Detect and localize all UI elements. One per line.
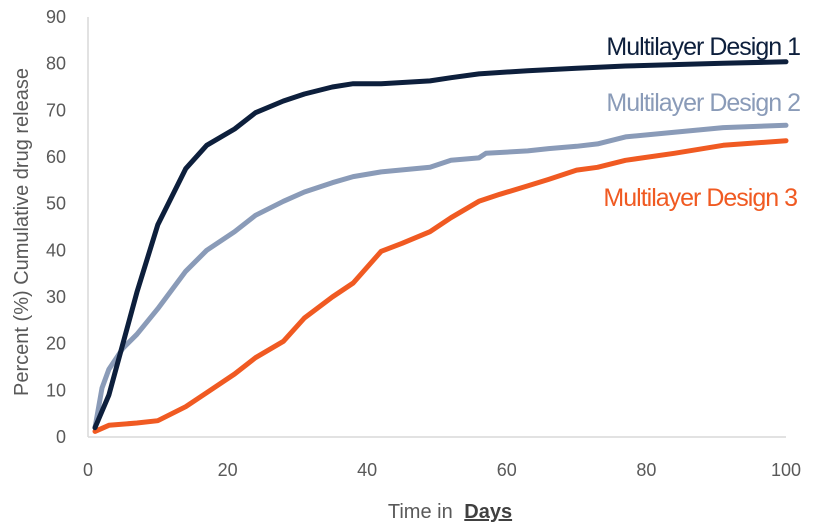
y-tick-label: 30 <box>46 287 66 307</box>
series-lines <box>92 59 789 434</box>
y-tick-label: 0 <box>56 427 66 447</box>
y-tick-label: 10 <box>46 380 66 400</box>
y-tick-label: 80 <box>46 54 66 74</box>
x-axis-title-emphasis: Days <box>464 501 512 523</box>
axes <box>87 17 786 438</box>
series-line-design-2 <box>92 122 789 431</box>
y-tick-label: 20 <box>46 334 66 354</box>
x-tick-label: 0 <box>83 460 93 480</box>
series-label-design-1: Multilayer Design 1 <box>606 33 800 61</box>
y-tick-labels: 0 10 20 30 40 50 60 70 80 90 <box>46 7 66 447</box>
y-tick-label: 70 <box>46 100 66 120</box>
series-line-design-3 <box>92 138 789 434</box>
series-label-design-3: Multilayer Design 3 <box>603 184 797 212</box>
y-tick-label: 60 <box>46 147 66 167</box>
x-tick-label: 80 <box>636 460 656 480</box>
x-tick-label: 40 <box>357 460 377 480</box>
x-axis-title: Time in Days <box>388 501 512 523</box>
x-tick-label: 60 <box>497 460 517 480</box>
x-tick-label: 20 <box>218 460 238 480</box>
x-axis-title-prefix: Time in <box>388 501 453 523</box>
series-line-design-1 <box>92 59 789 431</box>
y-tick-label: 40 <box>46 240 66 260</box>
y-tick-label: 90 <box>46 7 66 27</box>
series-labels: Multilayer Design 1 Multilayer Design 2 Mu… <box>603 33 801 212</box>
y-tick-label: 50 <box>46 194 66 214</box>
series-label-design-2: Multilayer Design 2 <box>606 89 800 117</box>
y-axis-title: Percent (%) Cumulative drug release <box>11 68 33 396</box>
x-tick-label: 100 <box>771 460 801 480</box>
x-tick-labels: 0 20 40 60 80 100 <box>83 460 801 480</box>
